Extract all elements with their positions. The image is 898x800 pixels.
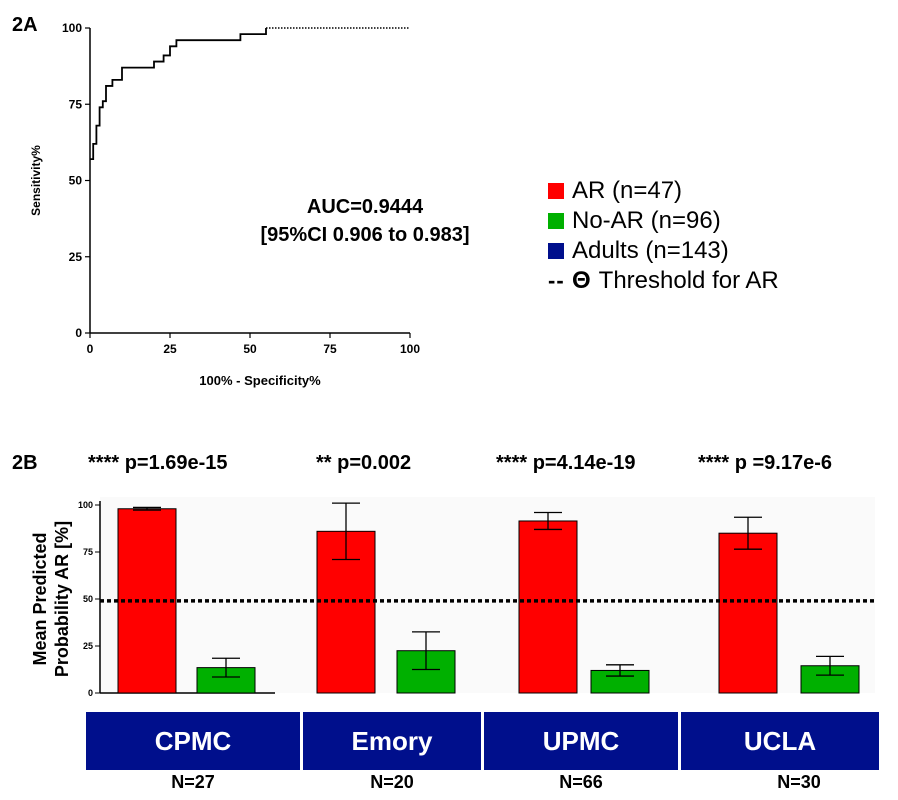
legend-label-adults: Adults (n=143) — [572, 237, 729, 264]
site-bar-upmc: UPMC — [484, 712, 678, 770]
legend-item-ar: AR (n=47) — [548, 176, 779, 206]
roc-y-tick-label: 100 — [62, 21, 82, 35]
n-count-ucla: N=30 — [777, 772, 821, 792]
roc-x-tick-label: 75 — [323, 342, 337, 356]
roc-x-tick-label: 100 — [400, 342, 420, 356]
roc-x-axis-label: 100% - Specificity% — [199, 373, 321, 388]
sig-stars-cpmc: **** — [88, 452, 120, 474]
legend-swatch-adults — [548, 243, 564, 259]
sig-p-upmc: p=4.14e-19 — [532, 452, 636, 474]
site-bar-cpmc: CPMC — [86, 712, 300, 770]
sig-p-emory: p=0.002 — [337, 452, 412, 474]
roc-y-axis-label: Sensitivity% — [29, 145, 43, 216]
n-count-cpmc: N=27 — [171, 772, 215, 792]
legend-label-ar: AR (n=47) — [572, 177, 683, 204]
significance-emory: ** p=0.002 — [316, 452, 411, 475]
roc-y-tick-label: 50 — [69, 174, 83, 188]
site-name-ucla: UCLA — [743, 725, 817, 756]
significance-upmc: **** p=4.14e-19 — [496, 452, 636, 475]
legend-label-threshold: Threshold for AR — [598, 267, 779, 294]
significance-ucla: **** p =9.17e-6 — [698, 452, 832, 475]
site-bar-ucla: UCLA — [681, 712, 879, 770]
site-name-emory: Emory — [351, 725, 433, 756]
threshold-dash-symbol: -- — [548, 268, 565, 293]
panel-b-label: 2B — [12, 452, 38, 474]
legend: AR (n=47) No-AR (n=96) Adults (n=143) --… — [548, 176, 779, 296]
legend-item-no-ar: No-AR (n=96) — [548, 206, 779, 236]
theta-symbol: Θ — [572, 267, 591, 294]
site-name-cpmc: CPMC — [154, 725, 232, 756]
roc-x-tick-label: 25 — [163, 342, 177, 356]
site-name-upmc: UPMC — [542, 725, 620, 756]
sig-p-cpmc: p=1.69e-15 — [124, 452, 228, 474]
auc-annotation: AUC=0.9444 [95%CI 0.906 to 0.983] — [230, 193, 500, 249]
legend-item-adults: Adults (n=143) — [548, 236, 779, 266]
site-bar-emory: Emory — [303, 712, 481, 770]
auc-ci: [95%CI 0.906 to 0.983] — [260, 224, 470, 246]
auc-value: AUC=0.9444 — [306, 196, 424, 218]
panel-a-label: 2A — [12, 14, 38, 36]
legend-swatch-no-ar — [548, 213, 564, 229]
legend-swatch-ar — [548, 183, 564, 199]
roc-x-tick-label: 0 — [87, 342, 94, 356]
legend-label-no-ar: No-AR (n=96) — [572, 207, 721, 234]
roc-y-tick-label: 75 — [69, 97, 83, 111]
significance-cpmc: **** p=1.69e-15 — [88, 452, 228, 475]
n-count-emory: N=20 — [370, 772, 414, 792]
roc-x-tick-label: 50 — [243, 342, 257, 356]
n-count-upmc: N=66 — [559, 772, 603, 792]
roc-y-tick-label: 25 — [69, 250, 83, 264]
legend-item-threshold: -- Θ Threshold for AR — [548, 266, 779, 296]
sig-stars-ucla: **** — [698, 452, 730, 474]
sig-p-ucla: p =9.17e-6 — [734, 452, 832, 474]
sig-stars-upmc: **** — [496, 452, 528, 474]
roc-curve — [90, 28, 267, 161]
roc-y-tick-label: 0 — [75, 326, 82, 340]
sig-stars-emory: ** — [316, 452, 332, 474]
